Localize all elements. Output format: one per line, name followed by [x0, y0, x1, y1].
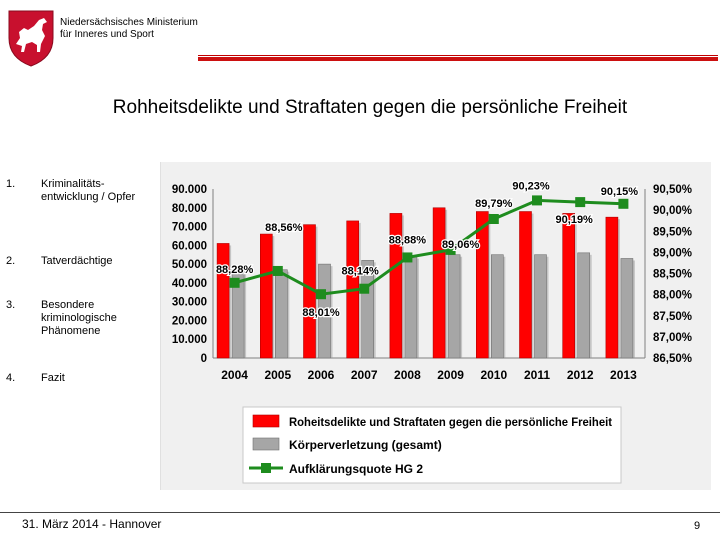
slide-title: Rohheitsdelikte und Straftaten gegen die…: [112, 97, 628, 118]
ministry-line-2: für Inneres und Sport: [60, 29, 154, 40]
bar-koerperverletzung: [231, 269, 245, 359]
aufklaerungsquote-marker: [445, 244, 456, 255]
y-left-tick-label: 70.000: [172, 222, 207, 234]
footer-rule: [0, 512, 720, 513]
agenda-label: Tatverdächtige: [41, 255, 113, 267]
chart-panel: 0 10.000 20.000 30.000 40.000 50.000 60.000 70.…: [160, 162, 711, 490]
x-tick-label: 2005: [264, 368, 291, 382]
agenda-label: Kriminalitäts-entwicklung / Opfer: [41, 178, 136, 203]
bar-roheitsdelikte: [562, 213, 576, 359]
line-data-label: 88,88%: [389, 234, 427, 246]
combo-chart: 0 10.000 20.000 30.000 40.000 50.000 60.000 70.…: [172, 179, 692, 484]
y-left-tick-label: 90.000: [172, 184, 207, 196]
aufklaerungsquote-marker: [402, 252, 413, 263]
line-data-label: 89,79%: [475, 198, 513, 210]
line-data-label: 88,14%: [342, 266, 380, 278]
bar-koerperverletzung: [534, 254, 547, 359]
line-data-label: 88,01%: [302, 307, 340, 319]
bar-koerperverletzung: [447, 254, 461, 359]
y-right-tick-label: 86,50%: [653, 353, 692, 365]
aufklaerungsquote-marker: [575, 197, 586, 208]
bar-koerperverletzung: [404, 256, 418, 359]
y-right-tick-label: 90,00%: [653, 205, 692, 217]
aufklaerungsquote-marker: [488, 213, 499, 224]
x-tick-label: 2009: [437, 368, 464, 382]
agenda-number: 2.: [6, 255, 16, 267]
footer-date: 31. März 2014 - Hannover: [22, 517, 162, 531]
x-tick-label: 2008: [394, 368, 421, 382]
aufklaerungsquote-marker: [229, 277, 240, 288]
legend-label: Körperverletzung (gesamt): [289, 438, 442, 452]
x-tick-label: 2012: [567, 368, 594, 382]
y-left-tick-label: 40.000: [172, 278, 207, 290]
y-left-tick-label: 80.000: [172, 203, 207, 215]
legend-swatch-gray: [252, 437, 280, 451]
line-data-label: 90,15%: [601, 186, 639, 198]
y-left-tick-label: 10.000: [172, 334, 207, 346]
y-right-tick-label: 89,00%: [653, 247, 692, 259]
line-data-label: 88,56%: [265, 222, 303, 234]
ministry-name: Niedersächsisches Ministerium für Innere…: [60, 17, 198, 41]
bar-koerperverletzung: [318, 263, 331, 359]
legend-swatch-marker: [261, 463, 271, 473]
agenda-label: Besondere kriminologische Phänomene: [41, 299, 117, 337]
line-data-label: 89,06%: [442, 239, 480, 251]
y-right-tick-label: 90,50%: [653, 184, 692, 196]
aufklaerungsquote-marker: [359, 283, 370, 294]
agenda-number: 1.: [6, 178, 16, 190]
bar-roheitsdelikte: [389, 213, 403, 359]
line-data-label: 90,19%: [556, 214, 594, 226]
page-number: 9: [694, 520, 701, 532]
agenda-number: 3.: [6, 299, 16, 311]
aufklaerungsquote-line: [234, 198, 624, 296]
bar-roheitsdelikte: [475, 211, 489, 359]
y-right-tick-label: 87,00%: [653, 332, 692, 344]
header-rule: [198, 55, 718, 61]
bar-koerperverletzung: [275, 269, 288, 359]
x-tick-label: 2013: [610, 368, 637, 382]
aufklaerungsquote-marker: [618, 198, 629, 209]
x-tick-label: 2006: [308, 368, 335, 382]
y-left-tick-label: 0: [201, 353, 207, 365]
bar-roheitsdelikte: [260, 233, 273, 359]
aufklaerungsquote-marker: [272, 265, 283, 276]
line-data-label: 90,23%: [512, 180, 550, 192]
bar-roheitsdelikte: [432, 207, 446, 359]
x-tick-label: 2010: [480, 368, 507, 382]
legend-label: Aufklärungsquote HG 2: [289, 462, 423, 476]
bar-roheitsdelikte: [216, 243, 230, 359]
y-right-tick-label: 88,50%: [653, 269, 692, 281]
y-right-tick-label: 88,00%: [653, 290, 692, 302]
y-right-tick-label: 89,50%: [653, 226, 692, 238]
x-tick-label: 2011: [524, 368, 550, 382]
bar-koerperverletzung: [620, 258, 634, 359]
aufklaerungsquote-marker: [532, 195, 542, 206]
legend-box: [242, 406, 622, 484]
lower-saxony-coat-of-arms-logo: [8, 10, 54, 67]
x-tick-label: 2004: [221, 368, 248, 382]
bar-koerperverletzung: [490, 254, 504, 359]
aufklaerungsquote-marker: [316, 289, 326, 300]
bar-roheitsdelikte: [605, 216, 619, 359]
legend-swatch-red: [252, 414, 280, 428]
legend-label: Roheitsdelikte und Straftaten gegen die …: [289, 415, 612, 429]
bar-koerperverletzung: [577, 252, 591, 359]
y-left-tick-label: 50.000: [172, 259, 207, 271]
agenda-number: 4.: [6, 372, 16, 384]
agenda-label: Fazit: [41, 372, 65, 384]
y-left-tick-label: 20.000: [172, 315, 207, 327]
x-tick-label: 2007: [351, 368, 378, 382]
line-data-label: 88,28%: [216, 264, 254, 276]
y-right-tick-label: 87,50%: [653, 311, 692, 323]
bar-roheitsdelikte: [519, 211, 532, 359]
ministry-line-1: Niedersächsisches Ministerium: [60, 17, 198, 28]
y-left-tick-label: 60.000: [172, 240, 207, 252]
y-left-tick-label: 30.000: [172, 297, 207, 309]
